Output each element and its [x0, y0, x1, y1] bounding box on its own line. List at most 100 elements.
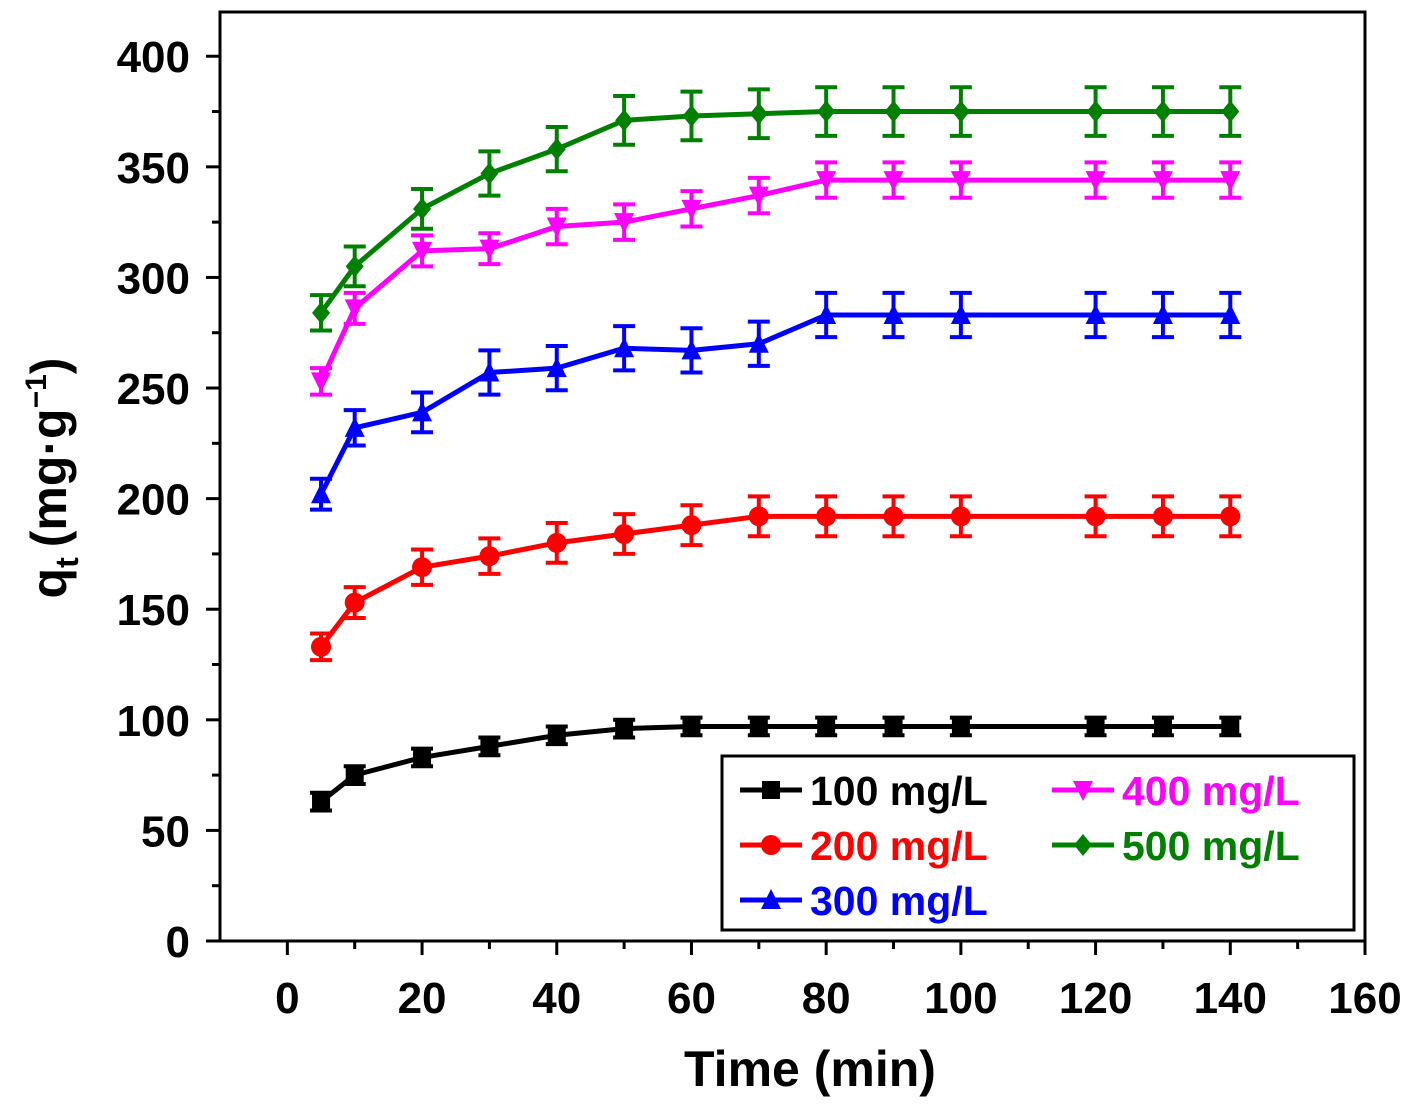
data-point	[546, 217, 567, 238]
data-point	[817, 100, 836, 123]
x-tick-label: 140	[1194, 974, 1267, 1023]
data-point	[883, 304, 904, 325]
data-point	[614, 524, 635, 545]
data-point	[345, 766, 364, 785]
y-axis-title-sub: t	[49, 557, 85, 568]
legend-item: 100 mg/L	[740, 768, 988, 814]
legend-label: 100 mg/L	[810, 768, 988, 814]
data-point	[615, 719, 634, 738]
data-point	[344, 299, 365, 320]
data-point	[950, 304, 971, 325]
data-point	[547, 726, 566, 745]
y-tick-label: 400	[117, 33, 190, 82]
legend-label: 400 mg/L	[1122, 768, 1300, 814]
data-point	[681, 515, 702, 536]
data-point	[412, 557, 433, 578]
axis-ticks	[206, 54, 1367, 955]
data-point	[950, 171, 971, 192]
data-point	[816, 506, 837, 527]
data-point	[748, 332, 769, 353]
data-point	[1085, 304, 1106, 325]
data-point	[884, 717, 903, 736]
data-point	[479, 239, 500, 260]
data-point	[413, 748, 432, 767]
data-point	[681, 199, 702, 220]
data-point	[480, 737, 499, 756]
data-point	[884, 100, 903, 123]
data-point	[311, 636, 332, 657]
legend-marker	[761, 889, 781, 909]
data-point	[1220, 506, 1241, 527]
data-point	[546, 357, 567, 378]
data-point	[682, 717, 701, 736]
x-tick-label: 120	[1059, 974, 1132, 1023]
legend-label: 200 mg/L	[810, 823, 988, 869]
x-axis-title: Time (min)	[684, 1041, 936, 1097]
data-point	[479, 546, 500, 567]
data-point	[816, 304, 837, 325]
data-point	[1221, 100, 1240, 123]
series-200-mgL	[310, 494, 1242, 663]
y-axis-title-close: )	[21, 358, 77, 375]
series-line	[318, 312, 1231, 496]
legend-label: 500 mg/L	[1122, 823, 1300, 869]
legend: 100 mg/L 200 mg/L 300 mg/L 400 mg/L 500 mg/L	[720, 754, 1356, 932]
y-axis-title-sup: −1	[20, 374, 53, 408]
x-tick-label: 80	[802, 974, 851, 1023]
y-tick-label: 250	[117, 365, 190, 414]
data-point	[817, 717, 836, 736]
legend-marker	[761, 835, 781, 855]
data-point	[883, 506, 904, 527]
data-point	[1086, 100, 1105, 123]
data-point	[1152, 304, 1173, 325]
series-line	[319, 513, 1231, 649]
data-point	[1152, 171, 1173, 192]
data-point	[1085, 171, 1106, 192]
data-point	[311, 372, 332, 393]
y-tick-label: 200	[117, 476, 190, 525]
legend-marker	[1073, 781, 1093, 801]
data-point	[546, 532, 567, 553]
plot-frame	[218, 10, 1367, 943]
x-tick-label: 0	[275, 974, 299, 1023]
data-point	[748, 506, 769, 527]
data-point	[413, 197, 432, 220]
x-tick-label: 100	[924, 974, 997, 1023]
series-400-mgL	[310, 160, 1242, 397]
data-point	[681, 339, 702, 360]
y-tick-label: 100	[117, 697, 190, 746]
data-point	[615, 109, 634, 132]
legend-marker	[1074, 834, 1092, 856]
data-point	[883, 171, 904, 192]
y-axis-title: qt (mg·g−1)	[20, 358, 85, 599]
data-point	[1220, 304, 1241, 325]
data-point	[412, 241, 433, 262]
y-tick-label: 350	[117, 144, 190, 193]
data-point	[1086, 717, 1105, 736]
data-point	[1153, 100, 1172, 123]
y-tick-label: 50	[141, 807, 190, 856]
legend-item: 400 mg/L	[1052, 768, 1300, 814]
series-100-mgL	[310, 715, 1242, 813]
data-point	[951, 100, 970, 123]
data-point	[1153, 717, 1172, 736]
series-line	[318, 177, 1231, 383]
series-line	[319, 109, 1231, 315]
x-tick-label: 40	[532, 974, 581, 1023]
data-point	[311, 483, 332, 504]
data-point	[1085, 506, 1106, 527]
data-point	[950, 506, 971, 527]
legend-label: 300 mg/L	[810, 878, 988, 924]
data-point	[547, 138, 566, 161]
y-tick-label: 300	[117, 254, 190, 303]
data-point	[951, 717, 970, 736]
data-point	[345, 255, 364, 278]
legend-item: 300 mg/L	[740, 878, 988, 924]
x-tick-label: 160	[1328, 974, 1401, 1023]
data-point	[816, 171, 837, 192]
data-point	[344, 592, 365, 613]
legend-item: 200 mg/L	[740, 823, 988, 869]
legend-item: 500 mg/L	[1052, 823, 1300, 869]
data-point	[479, 361, 500, 382]
